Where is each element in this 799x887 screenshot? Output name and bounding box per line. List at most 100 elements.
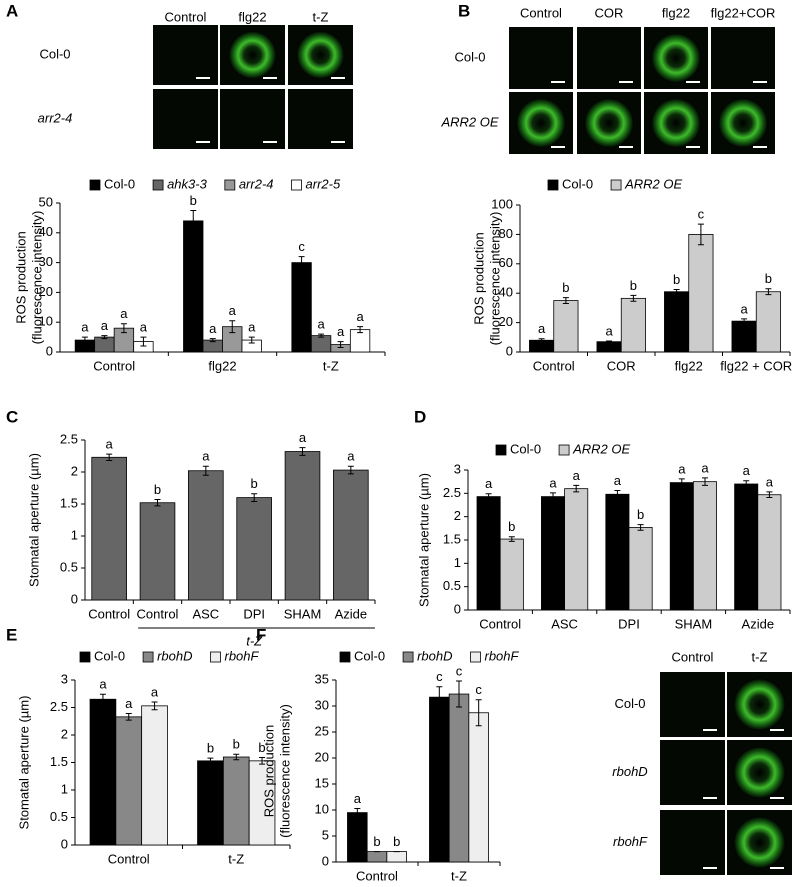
error-bar [81,336,88,344]
bar [429,696,450,863]
significance-letter: b [258,740,265,755]
significance-letter: a [209,321,217,336]
y-tick-label: 0.5 [443,578,461,593]
x-tick-label: Azide [335,606,368,621]
y-tick-label: 2 [61,726,68,741]
y-tick-label: 2 [71,463,78,478]
legend-label: arr2-5 [306,176,341,191]
error-bar [151,701,158,711]
significance-letter: c [475,682,482,697]
legend-swatch [470,651,481,663]
significance-letter: a [573,468,581,483]
x-tick-label: DPI [243,606,265,621]
x-tick-label: DPI [618,616,640,631]
y-axis-label: (fluorescence intensity) [29,211,44,345]
significance-letter: a [120,306,128,321]
micrograph [660,810,725,875]
y-tick-label: 1.5 [50,754,68,769]
bar [284,451,321,601]
bar [91,456,127,601]
error-bar [765,288,772,296]
bar [499,538,524,611]
error-bar [485,493,492,500]
significance-letter: a [101,318,109,333]
error-bar [337,341,344,349]
y-tick-label: 2.5 [443,485,461,500]
y-tick-label: 3 [61,671,68,686]
y-tick-label: 20 [39,284,53,299]
y-tick-label: 2 [454,508,461,523]
bar [564,488,589,611]
legend-swatch [152,179,164,191]
significance-letter: c [436,669,443,684]
micrograph [288,89,353,149]
bar [310,335,332,353]
row-label: rbohF [613,834,648,849]
y-tick-label: 0.5 [50,809,68,824]
y-tick-label: 1 [61,781,68,796]
x-tick-label: flg22 [208,358,236,373]
error-bar [251,493,258,502]
x-tick-label: t-Z [323,358,339,373]
micrograph [220,89,285,149]
y-tick-label: 5 [322,827,329,842]
error-bar [202,465,209,476]
error-bar [140,336,147,347]
bar [248,760,276,846]
error-bar [743,480,750,488]
row-label: arr2-4 [38,110,73,125]
significance-letter: c [456,663,463,678]
y-tick-label: 80 [499,226,513,241]
x-tick-label: ASC [192,606,219,621]
error-bar [190,209,197,232]
column-label: Control [672,649,714,664]
cell-signal [733,746,786,799]
bar [620,297,646,353]
y-tick-label: 30 [39,254,53,269]
bar [94,336,115,353]
bar [541,496,566,611]
error-bar [229,320,236,334]
y-tick-label: 2.5 [50,699,68,714]
x-tick-label: ASC [551,616,578,631]
y-tick-label: 0.5 [60,559,78,574]
significance-letter: b [637,507,644,522]
y-tick-label: 1 [454,555,461,570]
significance-letter: a [317,317,325,332]
x-tick-label: Control [356,868,398,883]
panel-label: C [6,407,18,426]
error-bar [766,491,773,499]
legend-swatch [402,651,414,663]
bar [386,851,407,863]
y-tick-label: 0 [322,853,329,868]
error-bar [673,289,680,295]
error-bar [248,336,255,344]
bar [693,481,717,611]
legend-swatch [79,651,91,663]
x-tick-label: flg22 + COR [720,358,792,373]
panel-label: A [6,1,18,20]
y-tick-label: 0 [454,601,461,616]
error-bar [697,223,704,246]
legend-swatch [210,651,221,663]
row-label: ARR2 OE [440,114,498,129]
significance-letter: a [678,461,686,476]
significance-letter: a [614,473,622,488]
bar [448,693,470,863]
bar [664,291,690,353]
y-tick-label: 40 [39,224,53,239]
cell-signal [733,678,786,731]
y-tick-label: 10 [315,801,329,816]
significance-letter: a [701,460,709,475]
bar [476,496,501,611]
significance-letter: a [99,677,107,692]
y-tick-label: 0 [46,343,53,358]
legend-label: ARR2 OE [624,176,682,191]
bar [628,527,653,611]
error-bar [347,465,354,475]
error-bar [637,524,644,531]
legend-swatch [291,179,302,191]
bar [347,812,368,863]
error-bar [357,326,364,334]
